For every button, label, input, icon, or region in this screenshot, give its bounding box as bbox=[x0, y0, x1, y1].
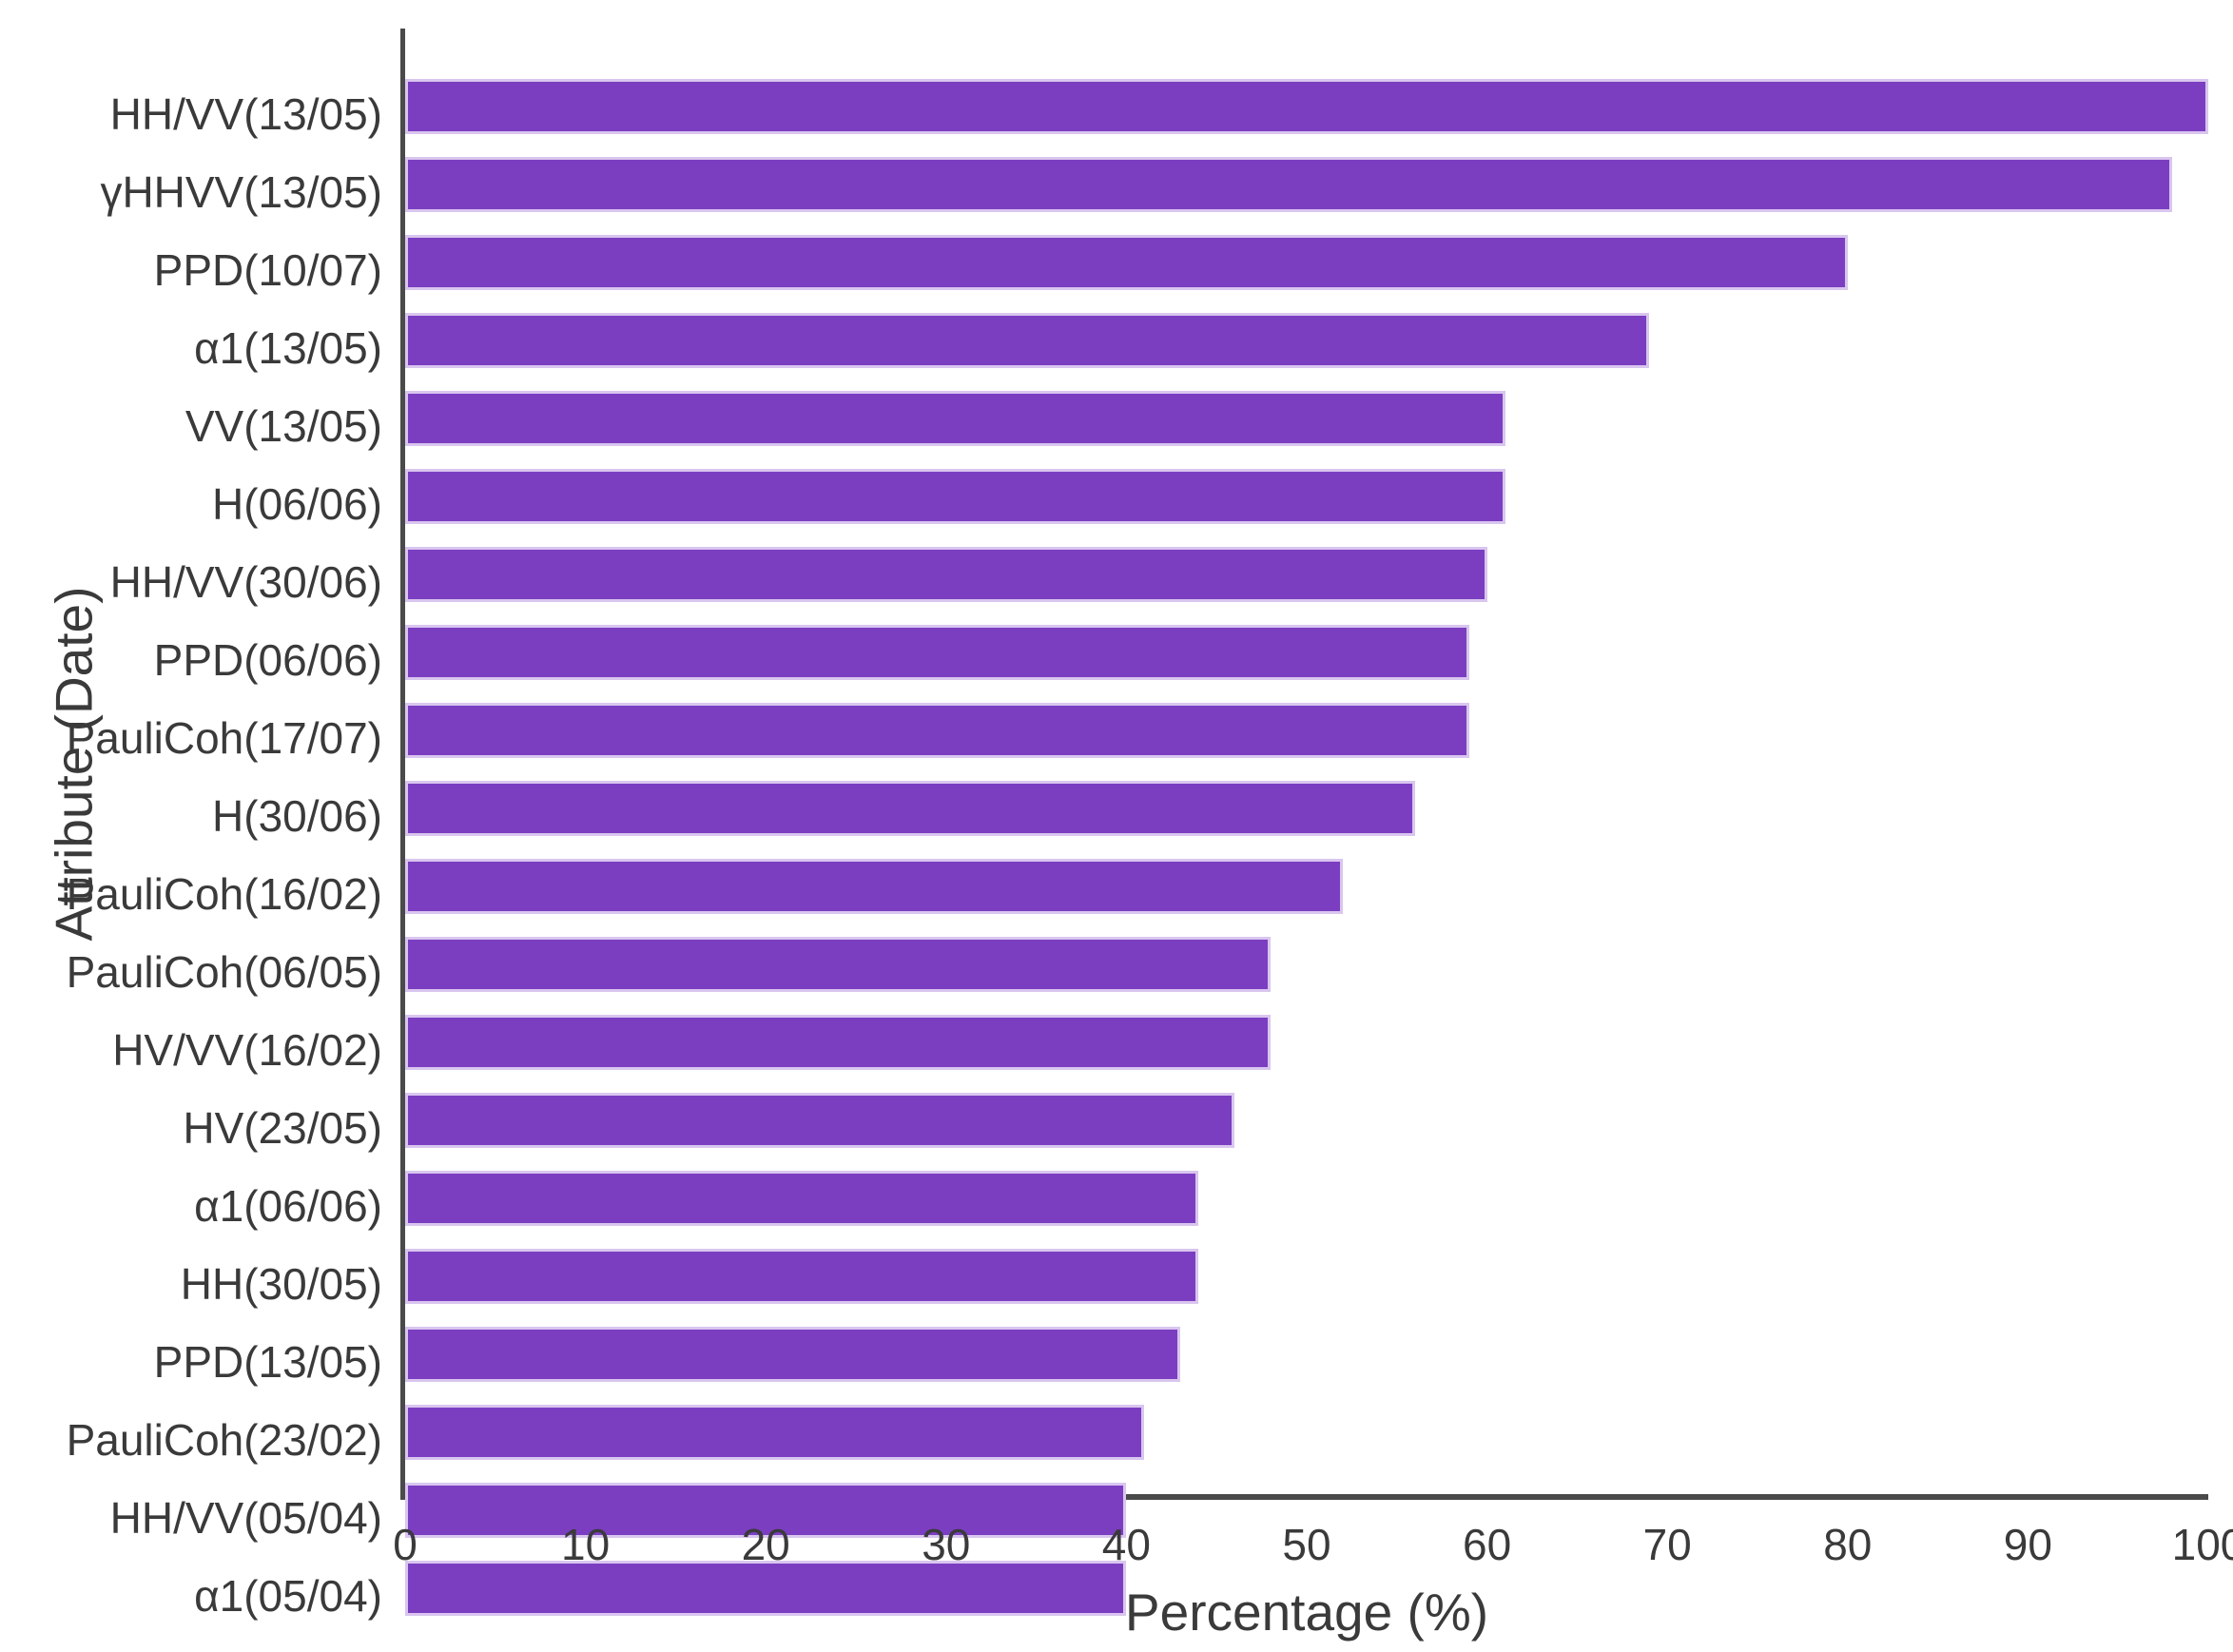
plot-area: HH/VV(13/05) γHHVV(13/05) PPD(10/07) α1(13/… bbox=[67, 29, 2208, 1618]
bar-row: HH/VV(30/06) bbox=[110, 547, 2208, 617]
x-tick-label: 40 bbox=[1101, 1520, 1151, 1569]
x-tick-label: 50 bbox=[1282, 1520, 1331, 1569]
bar-row: γHHVV(13/05) bbox=[100, 157, 2208, 227]
bar bbox=[405, 1015, 1272, 1070]
x-tick-label: 100 bbox=[2171, 1520, 2233, 1569]
x-axis-ticks: 0 10 20 30 40 50 60 70 80 90 100 bbox=[393, 1520, 2233, 1580]
category-label: γHHVV(13/05) bbox=[100, 167, 382, 217]
bar bbox=[405, 313, 1650, 368]
category-label: VV(13/05) bbox=[184, 401, 382, 451]
category-label: PauliCoh(16/02) bbox=[66, 869, 382, 919]
category-label: PPD(10/07) bbox=[153, 245, 382, 295]
bar-row: PauliCoh(17/07) bbox=[67, 703, 2208, 773]
bar bbox=[405, 235, 1848, 290]
bar-row: α1(13/05) bbox=[194, 313, 2208, 383]
bar bbox=[405, 469, 1505, 524]
bar bbox=[405, 1483, 1127, 1538]
category-label: HV(23/05) bbox=[183, 1103, 382, 1153]
bar bbox=[405, 1327, 1181, 1382]
bar bbox=[405, 781, 1415, 836]
category-label: HH/VV(13/05) bbox=[109, 89, 382, 139]
bar-row: HV/VV(16/02) bbox=[112, 1015, 2208, 1085]
category-label: α1(06/06) bbox=[194, 1181, 382, 1231]
bar-row: PPD(13/05) bbox=[154, 1327, 2208, 1397]
bar-row: α1(06/06) bbox=[194, 1171, 2208, 1241]
bar bbox=[405, 1171, 1199, 1226]
category-label: α1(05/04) bbox=[194, 1571, 382, 1621]
category-label: PauliCoh(06/05) bbox=[66, 947, 382, 997]
bar-row: α1(05/04) bbox=[194, 1561, 2208, 1631]
bar bbox=[405, 391, 1505, 446]
category-label: HH/VV(05/04) bbox=[109, 1493, 382, 1543]
category-label: HV/VV(16/02) bbox=[112, 1025, 382, 1075]
category-label: HH(30/05) bbox=[180, 1259, 382, 1309]
bar-row: HH/VV(05/04) bbox=[110, 1483, 2208, 1553]
x-tick-label: 90 bbox=[2003, 1520, 2052, 1569]
category-label: α1(13/05) bbox=[194, 323, 382, 373]
bar bbox=[405, 1249, 1199, 1304]
x-tick-label: 70 bbox=[1642, 1520, 1692, 1569]
category-label: PPD(06/06) bbox=[153, 635, 382, 685]
bar-row: H(30/06) bbox=[212, 781, 2208, 851]
bar bbox=[405, 547, 1487, 602]
bar-row: HV(23/05) bbox=[183, 1093, 2208, 1163]
x-tick-label: 80 bbox=[1823, 1520, 1873, 1569]
x-tick-label: 20 bbox=[741, 1520, 790, 1569]
category-label: H(30/06) bbox=[212, 791, 382, 841]
bar bbox=[405, 703, 1469, 758]
bar bbox=[405, 1093, 1235, 1148]
category-label: HH/VV(30/06) bbox=[109, 557, 382, 607]
bar bbox=[405, 1405, 1145, 1460]
bar bbox=[405, 625, 1469, 680]
bar bbox=[405, 1561, 1127, 1616]
x-axis-title: Percentage (%) bbox=[1124, 1583, 1489, 1642]
bar bbox=[405, 859, 1343, 914]
x-tick-label: 30 bbox=[922, 1520, 971, 1569]
x-tick-label: 10 bbox=[561, 1520, 611, 1569]
x-tick-label: 60 bbox=[1463, 1520, 1512, 1569]
bar-row: PauliCoh(06/05) bbox=[67, 937, 2208, 1007]
bar-row: PauliCoh(23/02) bbox=[67, 1405, 2208, 1475]
category-label: PauliCoh(23/02) bbox=[66, 1415, 382, 1465]
x-tick-label: 0 bbox=[393, 1520, 417, 1569]
bar bbox=[405, 937, 1272, 992]
category-label: H(06/06) bbox=[212, 479, 382, 529]
bar-row: VV(13/05) bbox=[185, 391, 2208, 461]
category-label: PauliCoh(17/07) bbox=[66, 713, 382, 763]
bar-row: H(06/06) bbox=[212, 469, 2208, 539]
bar-row: PauliCoh(16/02) bbox=[67, 859, 2208, 929]
bar-row: HH/VV(13/05) bbox=[110, 79, 2208, 149]
bar bbox=[405, 79, 2208, 134]
category-label: PPD(13/05) bbox=[153, 1337, 382, 1387]
bar-row: PPD(10/07) bbox=[154, 235, 2208, 305]
bar-row: PPD(06/06) bbox=[154, 625, 2208, 695]
bar bbox=[405, 157, 2173, 212]
bar-row: HH(30/05) bbox=[181, 1249, 2208, 1319]
